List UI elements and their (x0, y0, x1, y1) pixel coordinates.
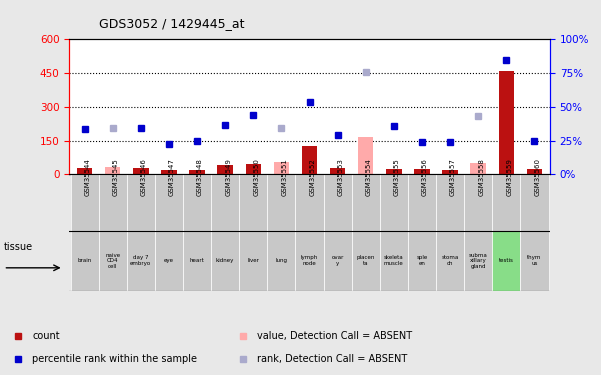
Bar (99, 174, 127, 231)
Text: GSM35549: GSM35549 (225, 158, 231, 196)
Text: GSM35547: GSM35547 (169, 158, 175, 196)
Bar (471, 163, 486, 174)
Bar (239, 231, 267, 291)
Text: count: count (32, 331, 60, 341)
Bar (155, 174, 183, 231)
Text: GSM35548: GSM35548 (197, 158, 203, 196)
Bar (155, 231, 183, 291)
Text: eye: eye (164, 258, 174, 263)
Bar (436, 174, 464, 231)
Text: GSM35553: GSM35553 (338, 158, 344, 196)
Bar (492, 174, 520, 231)
Bar (105, 166, 120, 174)
Bar (302, 146, 317, 174)
Bar (70, 174, 99, 231)
Bar (414, 170, 430, 174)
Text: GSM35550: GSM35550 (253, 158, 259, 196)
Text: naive
CD4
cell: naive CD4 cell (105, 253, 120, 268)
Text: stoma
ch: stoma ch (441, 255, 459, 266)
Text: GSM35546: GSM35546 (141, 158, 147, 196)
Bar (380, 231, 408, 291)
Text: day 7
embryо: day 7 embryо (130, 255, 151, 266)
Text: sple
en: sple en (416, 255, 427, 266)
Bar (408, 174, 436, 231)
Bar (239, 174, 267, 231)
Bar (358, 137, 373, 174)
Text: GSM35560: GSM35560 (534, 158, 540, 196)
Bar (323, 174, 352, 231)
Bar (296, 174, 323, 231)
Bar (323, 231, 352, 291)
Text: placen
ta: placen ta (356, 255, 375, 266)
Text: GSM35556: GSM35556 (422, 158, 428, 196)
Text: skeleta
muscle: skeleta muscle (384, 255, 404, 266)
Bar (380, 174, 408, 231)
Bar (492, 231, 520, 291)
Bar (330, 168, 346, 174)
Bar (526, 170, 542, 174)
Bar (464, 231, 492, 291)
Text: percentile rank within the sample: percentile rank within the sample (32, 354, 197, 364)
Text: GSM35554: GSM35554 (366, 158, 372, 196)
Text: lymph
node: lymph node (301, 255, 318, 266)
Text: GSM35555: GSM35555 (394, 158, 400, 196)
Bar (408, 231, 436, 291)
Bar (161, 170, 177, 174)
Bar (189, 170, 205, 174)
Bar (211, 174, 239, 231)
Bar (442, 170, 458, 174)
Text: lung: lung (275, 258, 287, 263)
Text: GSM35559: GSM35559 (506, 158, 512, 196)
Text: tissue: tissue (4, 242, 32, 252)
Bar (267, 174, 296, 231)
Bar (183, 231, 211, 291)
Bar (273, 162, 289, 174)
Bar (99, 231, 127, 291)
Bar (386, 169, 401, 174)
Bar (436, 231, 464, 291)
Text: GSM35552: GSM35552 (310, 158, 316, 196)
Text: subma
xillary
gland: subma xillary gland (469, 253, 487, 268)
Bar (464, 174, 492, 231)
Text: GDS3052 / 1429445_at: GDS3052 / 1429445_at (99, 17, 245, 30)
Bar (70, 231, 99, 291)
Text: brain: brain (78, 258, 92, 263)
Bar (218, 165, 233, 174)
Text: kidney: kidney (216, 258, 234, 263)
Bar (127, 174, 155, 231)
Text: GSM35551: GSM35551 (281, 158, 287, 196)
Text: ovar
y: ovar y (331, 255, 344, 266)
Bar (246, 164, 261, 174)
Text: rank, Detection Call = ABSENT: rank, Detection Call = ABSENT (257, 354, 407, 364)
Bar (352, 231, 380, 291)
Bar (520, 231, 549, 291)
Text: value, Detection Call = ABSENT: value, Detection Call = ABSENT (257, 331, 412, 341)
Text: GSM35544: GSM35544 (85, 158, 91, 196)
Bar (352, 174, 380, 231)
Bar (211, 231, 239, 291)
Bar (77, 168, 93, 174)
Bar (267, 231, 296, 291)
Bar (127, 231, 155, 291)
Text: testis: testis (499, 258, 514, 263)
Bar (183, 174, 211, 231)
Text: liver: liver (248, 258, 259, 263)
Text: GSM35545: GSM35545 (113, 158, 118, 196)
Text: heart: heart (190, 258, 204, 263)
Text: GSM35557: GSM35557 (450, 158, 456, 196)
Text: thym
us: thym us (527, 255, 542, 266)
Bar (520, 174, 549, 231)
Text: GSM35558: GSM35558 (478, 158, 484, 196)
Bar (133, 168, 148, 174)
Bar (499, 71, 514, 174)
Bar (296, 231, 323, 291)
